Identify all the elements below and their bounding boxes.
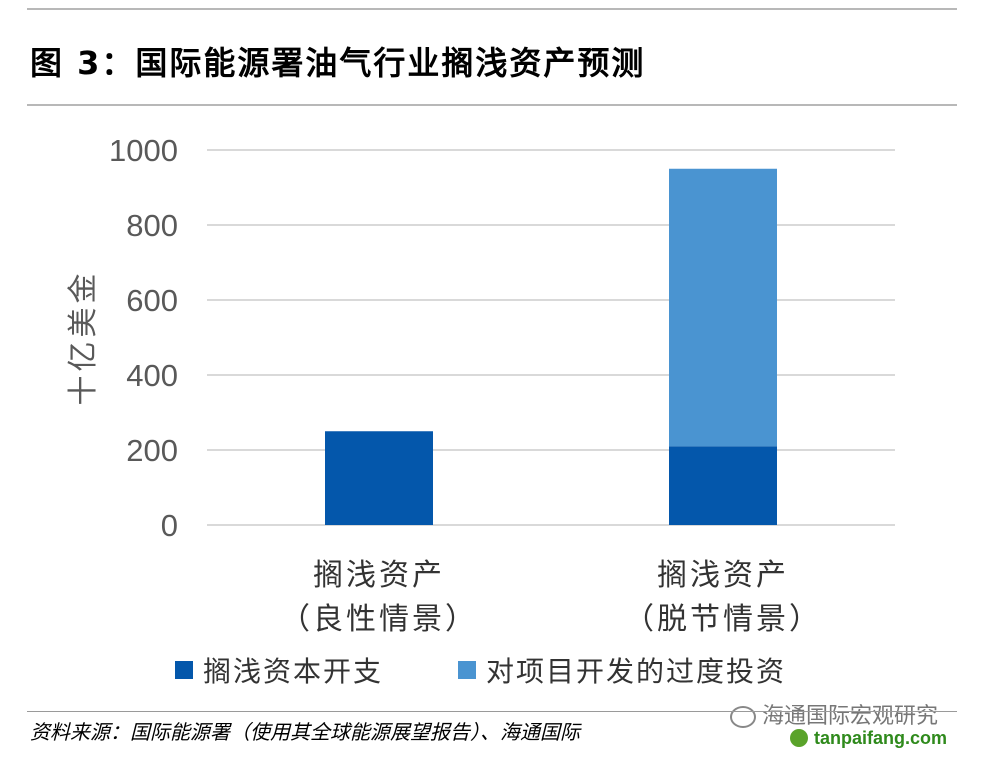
legend-swatch-capex — [175, 661, 193, 679]
figure-title: 图 3：国际能源署油气行业搁浅资产预测 — [30, 44, 646, 82]
leaf-icon — [790, 729, 808, 747]
legend-swatch-overinvestment — [458, 661, 476, 679]
legend-label-overinvestment: 对项目开发的过度投资 — [486, 655, 787, 688]
title-rule — [27, 104, 957, 106]
y-tick-label: 1000 — [109, 133, 178, 168]
y-tick-label: 0 — [161, 508, 178, 543]
x-tick-label: 搁浅资产 — [313, 558, 445, 593]
bar-segment — [669, 168, 777, 447]
top-rule — [27, 8, 957, 10]
site-name: tanpaifang.com — [814, 727, 948, 748]
y-axis-title: 十亿美金 — [66, 270, 101, 406]
bar-segment — [325, 431, 433, 525]
x-tick-label: 搁浅资产 — [657, 558, 789, 593]
y-tick-label: 400 — [126, 358, 178, 393]
source-note: 资料来源：国际能源署（使用其全球能源展望报告）、海通国际 — [30, 720, 580, 744]
watermark-text: 海通国际宏观研究 — [762, 704, 939, 729]
wechat-icon — [730, 706, 756, 728]
legend-item-overinvestment: 对项目开发的过度投资 — [458, 650, 786, 690]
y-tick-label: 600 — [126, 283, 178, 318]
wechat-watermark: 海通国际宏观研究 — [730, 698, 938, 730]
x-tick-label: （脱节情景） — [624, 602, 822, 637]
x-tick-label: （良性情景） — [280, 602, 478, 637]
y-tick-label: 200 — [126, 433, 178, 468]
y-tick-label: 800 — [126, 208, 178, 243]
site-badge: tanpaifang.com — [790, 726, 947, 750]
legend-label-capex: 搁浅资本开支 — [203, 655, 384, 688]
bar-segment — [669, 446, 777, 525]
legend-item-capex: 搁浅资本开支 — [175, 650, 383, 690]
bottom-rule — [27, 711, 957, 712]
